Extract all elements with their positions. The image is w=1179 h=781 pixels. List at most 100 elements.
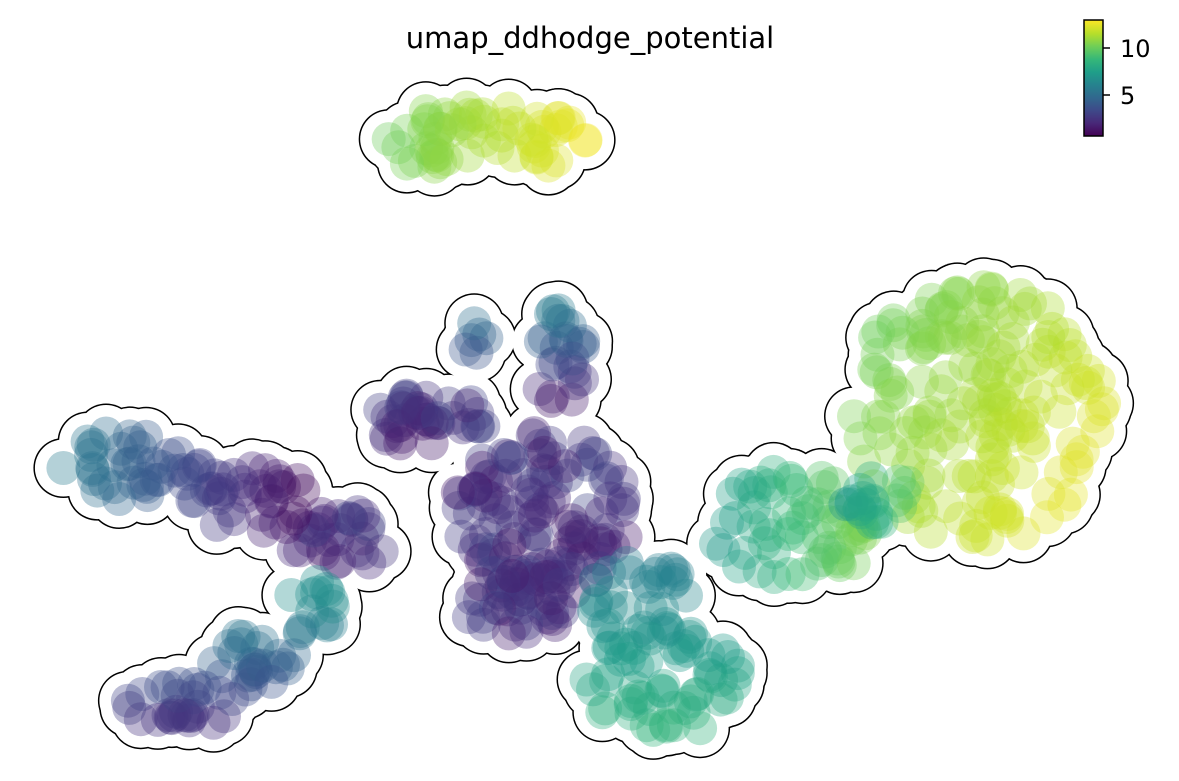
scatter-point xyxy=(974,272,1009,307)
cluster-halo-dot xyxy=(713,456,771,514)
scatter-point xyxy=(1050,371,1085,406)
scatter-point xyxy=(199,507,234,542)
scatter-point xyxy=(410,104,445,139)
scatter-point xyxy=(891,448,926,483)
scatter-points-layer xyxy=(46,90,1122,747)
scatter-point xyxy=(235,451,270,486)
scatter-point xyxy=(544,537,579,572)
scatter-point xyxy=(306,536,341,571)
scatter-point xyxy=(1048,340,1083,375)
scatter-point xyxy=(589,663,624,698)
scatter-point xyxy=(510,561,545,596)
scatter-point xyxy=(1013,286,1047,321)
cluster-halo-layer xyxy=(34,79,1133,759)
scatter-point xyxy=(490,439,525,474)
scatter-point xyxy=(300,565,334,599)
colorbar-tick-label-5: 5 xyxy=(1120,82,1135,110)
scatter-point xyxy=(873,378,908,413)
scatter-point xyxy=(497,138,532,173)
cluster-halo-dot xyxy=(262,566,320,624)
scatter-point xyxy=(570,493,605,528)
scatter-point xyxy=(450,388,485,423)
scatter-point xyxy=(828,487,863,522)
scatter-point xyxy=(243,469,277,504)
scatter-point xyxy=(774,463,809,498)
scatter-point xyxy=(485,577,520,612)
scatter-point xyxy=(381,130,416,165)
scatter-point xyxy=(989,367,1024,402)
scatter-point xyxy=(390,113,425,148)
scatter-point xyxy=(722,549,756,584)
scatter-point xyxy=(1018,342,1053,377)
scatter-point xyxy=(579,583,614,618)
scatter-point xyxy=(368,418,403,452)
scatter-point xyxy=(414,133,449,168)
scatter-point xyxy=(466,607,501,642)
scatter-point xyxy=(116,465,151,500)
scatter-point xyxy=(669,578,703,613)
scatter-point xyxy=(842,492,877,527)
scatter-point xyxy=(844,495,879,530)
scatter-point xyxy=(933,320,968,355)
scatter-point xyxy=(985,296,1020,331)
scatter-point xyxy=(517,498,552,533)
scatter-point xyxy=(464,543,499,578)
scatter-point xyxy=(914,282,949,317)
scatter-point xyxy=(557,574,592,609)
scatter-point xyxy=(177,667,212,701)
scatter-point xyxy=(495,558,530,593)
scatter-point xyxy=(890,465,925,500)
scatter-point xyxy=(536,441,571,476)
cluster-halo-dot xyxy=(621,610,679,667)
scatter-point xyxy=(363,392,398,427)
scatter-point xyxy=(524,586,559,621)
scatter-point xyxy=(177,452,212,487)
scatter-point xyxy=(715,476,750,511)
scatter-point xyxy=(924,319,959,354)
scatter-point xyxy=(125,677,160,711)
scatter-point xyxy=(772,496,806,531)
scatter-point xyxy=(304,496,339,531)
scatter-point xyxy=(409,402,444,437)
scatter-point xyxy=(834,487,869,522)
scatter-point xyxy=(541,101,576,135)
scatter-point xyxy=(897,480,931,515)
scatter-point xyxy=(187,670,222,705)
scatter-point xyxy=(504,590,538,625)
scatter-point xyxy=(197,458,232,493)
scatter-point xyxy=(421,406,456,441)
scatter-point xyxy=(527,321,562,356)
scatter-point xyxy=(656,553,691,588)
scatter-point xyxy=(566,526,601,561)
scatter-point xyxy=(511,576,546,611)
scatter-point xyxy=(756,454,791,489)
cluster-halo-dot xyxy=(601,543,659,601)
scatter-point xyxy=(557,366,592,401)
scatter-point xyxy=(481,555,516,590)
scatter-point xyxy=(282,616,317,651)
scatter-point xyxy=(609,545,644,580)
scatter-point xyxy=(246,513,281,548)
scatter-point xyxy=(660,557,695,592)
scatter-point xyxy=(364,534,399,569)
scatter-point xyxy=(204,460,239,495)
scatter-point xyxy=(550,458,585,493)
scatter-point xyxy=(982,492,1017,527)
cluster-halo-dot xyxy=(849,303,907,360)
scatter-point xyxy=(800,487,835,522)
scatter-point xyxy=(523,428,558,463)
scatter-point xyxy=(772,460,807,495)
scatter-point xyxy=(968,398,1003,433)
scatter-point xyxy=(442,107,477,142)
scatter-point xyxy=(812,530,847,565)
scatter-point xyxy=(236,647,271,682)
scatter-point xyxy=(965,419,1000,454)
scatter-point xyxy=(531,484,566,519)
scatter-point xyxy=(617,630,652,665)
scatter-point xyxy=(801,520,836,554)
scatter-point xyxy=(612,555,647,590)
scatter-point xyxy=(1035,311,1070,346)
scatter-point xyxy=(724,467,759,502)
scatter-point xyxy=(733,469,768,504)
scatter-point xyxy=(1016,428,1051,463)
